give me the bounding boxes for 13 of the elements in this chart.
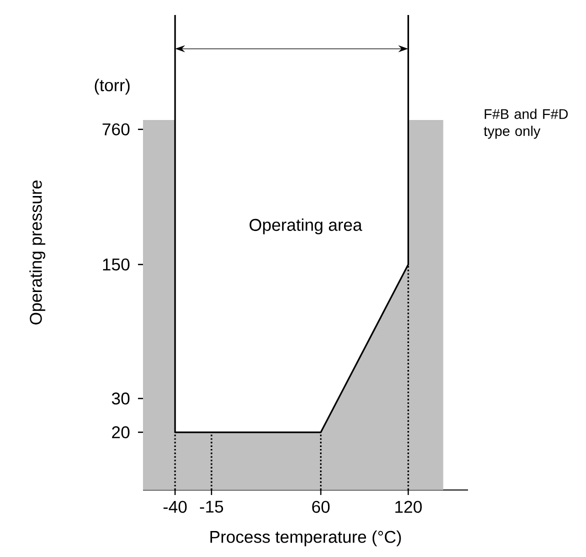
y-tick-label: 20	[112, 426, 130, 438]
y-tick-label: 760	[102, 123, 130, 136]
x-axis-title: Process temperature (°C)	[210, 530, 401, 546]
y-tick-label: 150	[103, 258, 130, 270]
x-tick-label: -40	[164, 500, 187, 513]
y-tick-label: 30	[112, 392, 130, 405]
x-tick-label: 60	[312, 500, 330, 513]
y-axis-title: Operating pressure	[29, 180, 46, 324]
x-tick-label: 120	[395, 500, 422, 513]
text: F#B and F#D type only	[484, 108, 568, 139]
annotation: Operating area	[250, 218, 362, 234]
x-tick-label: -15	[200, 500, 224, 513]
text: (torr)	[94, 78, 130, 95]
